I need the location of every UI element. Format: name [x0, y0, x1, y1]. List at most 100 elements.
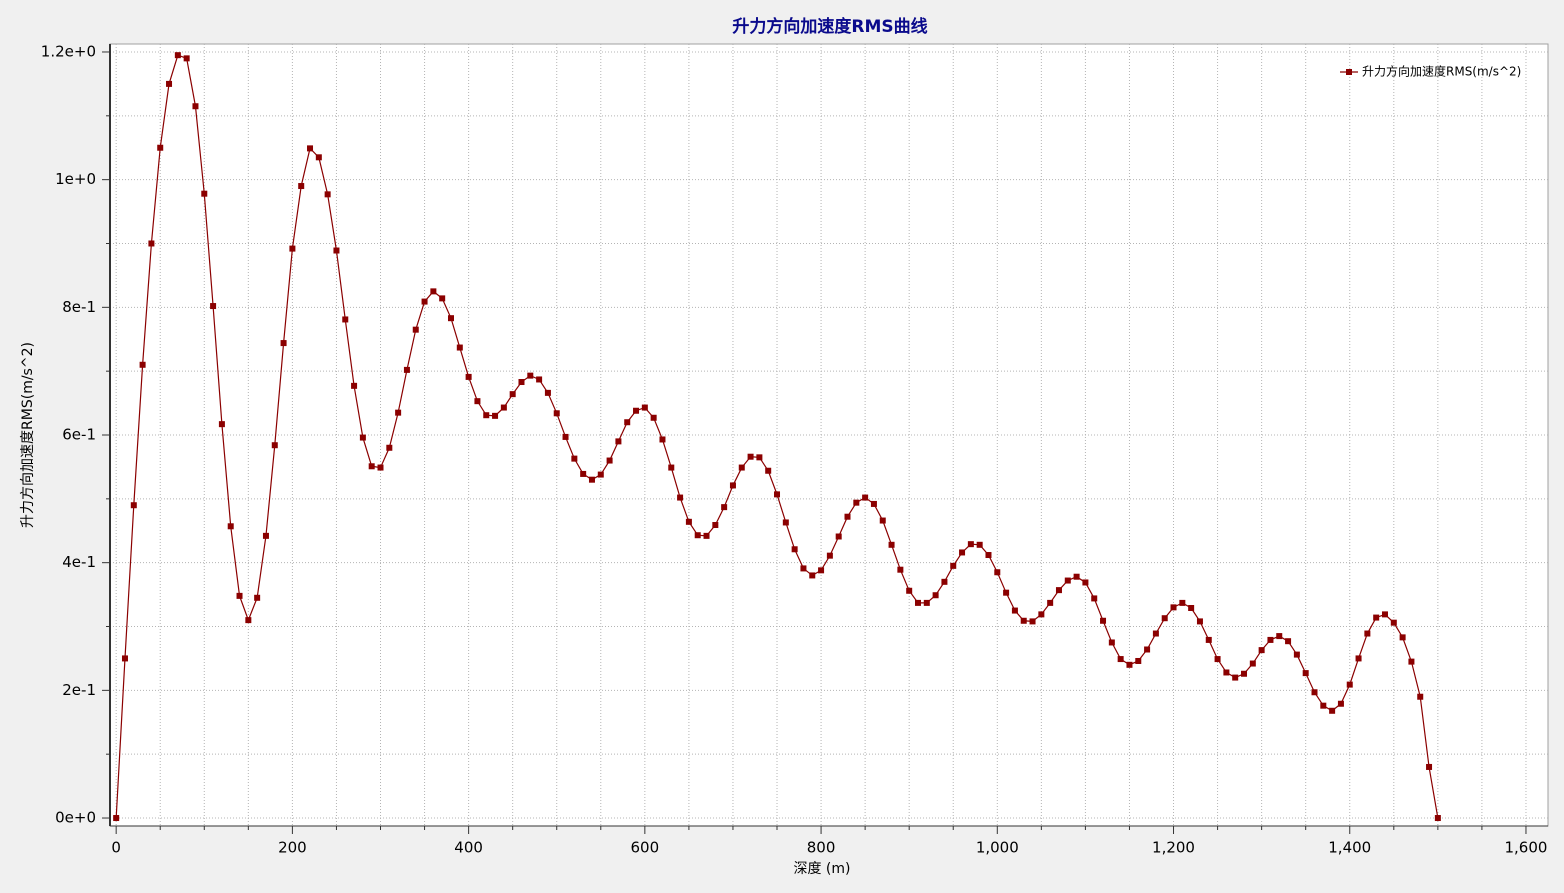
data-point — [298, 183, 305, 190]
x-tick-label: 1,600 — [1504, 839, 1547, 857]
data-point — [307, 145, 314, 152]
data-point — [174, 52, 181, 59]
data-point — [439, 295, 446, 302]
data-point — [1434, 815, 1441, 822]
data-point — [218, 421, 225, 428]
data-point — [1302, 670, 1309, 677]
data-point — [1091, 595, 1098, 602]
data-point — [712, 522, 719, 529]
data-point — [1408, 658, 1415, 665]
data-point — [888, 541, 895, 548]
data-point — [166, 80, 173, 87]
data-point — [1161, 615, 1168, 622]
data-point — [1241, 670, 1248, 677]
data-point — [703, 532, 710, 539]
data-point — [818, 567, 825, 574]
data-point — [1381, 611, 1388, 618]
data-point — [1258, 647, 1265, 654]
data-point — [289, 245, 296, 252]
data-point — [747, 453, 754, 460]
data-point — [1346, 681, 1353, 688]
y-tick-label: 2e-1 — [62, 681, 96, 699]
data-point — [192, 103, 199, 110]
data-point — [324, 191, 331, 198]
data-point — [1276, 633, 1283, 640]
data-point — [721, 504, 728, 511]
data-point — [729, 482, 736, 489]
data-point — [1196, 618, 1203, 625]
data-point — [1426, 763, 1433, 770]
data-point — [1055, 587, 1062, 594]
data-point — [1249, 660, 1256, 667]
data-point — [976, 541, 983, 548]
y-tick-label: 4e-1 — [62, 553, 96, 571]
y-tick-label: 1.2e+0 — [41, 42, 96, 60]
data-point — [1355, 655, 1362, 662]
data-point — [157, 144, 164, 151]
y-tick-label: 8e-1 — [62, 298, 96, 316]
data-point — [588, 476, 595, 483]
data-point — [386, 444, 393, 451]
x-tick-label: 1,200 — [1152, 839, 1195, 857]
data-point — [447, 315, 454, 322]
y-tick-label: 6e-1 — [62, 426, 96, 444]
data-point — [1064, 577, 1071, 584]
data-point — [1337, 700, 1344, 707]
data-point — [650, 414, 657, 421]
data-point — [1100, 617, 1107, 624]
data-point — [509, 391, 516, 398]
data-point — [518, 379, 525, 386]
data-point — [1152, 630, 1159, 637]
data-point — [210, 303, 217, 310]
data-point — [315, 154, 322, 161]
data-point — [245, 617, 252, 624]
y-tick-label: 0e+0 — [55, 809, 96, 827]
data-point — [985, 552, 992, 559]
data-point — [897, 566, 904, 573]
data-point — [879, 517, 886, 524]
data-point — [536, 376, 543, 383]
data-point — [421, 298, 428, 305]
data-point — [1038, 611, 1045, 618]
chart-title: 升力方向加速度RMS曲线 — [732, 16, 927, 37]
x-tick-label: 400 — [454, 839, 483, 857]
data-point — [633, 407, 640, 414]
data-point — [474, 398, 481, 405]
data-point — [615, 438, 622, 445]
data-point — [1170, 604, 1177, 611]
data-point — [1073, 573, 1080, 580]
data-point — [500, 404, 507, 411]
data-point — [835, 533, 842, 540]
data-point — [959, 549, 966, 556]
y-tick-label: 1e+0 — [55, 170, 96, 188]
data-point — [1135, 657, 1142, 664]
data-point — [1373, 614, 1380, 621]
legend-marker — [1346, 69, 1352, 75]
data-point — [668, 464, 675, 471]
data-point — [826, 552, 833, 559]
data-point — [1311, 689, 1318, 696]
data-point — [685, 518, 692, 525]
data-point — [121, 655, 128, 662]
x-tick-label: 0 — [111, 839, 121, 857]
data-point — [227, 523, 234, 530]
data-point — [1223, 669, 1230, 676]
data-point — [201, 190, 208, 197]
data-point — [1232, 674, 1239, 681]
x-tick-label: 1,400 — [1328, 839, 1371, 857]
data-point — [1108, 639, 1115, 646]
data-point — [395, 409, 402, 416]
data-point — [280, 340, 287, 347]
data-point — [262, 532, 269, 539]
data-point — [236, 592, 243, 599]
data-point — [1285, 638, 1292, 645]
data-point — [694, 532, 701, 539]
x-tick-label: 200 — [278, 839, 307, 857]
data-point — [1020, 617, 1027, 624]
data-point — [791, 546, 798, 553]
data-point — [483, 412, 490, 419]
data-point — [1364, 630, 1371, 637]
data-point — [492, 412, 499, 419]
data-point — [377, 464, 384, 471]
